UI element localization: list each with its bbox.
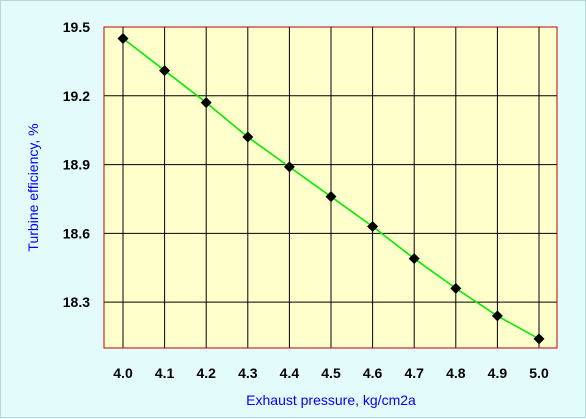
x-tick-label: 4.0 — [113, 365, 133, 381]
data-point — [367, 220, 379, 232]
data-point — [159, 65, 171, 77]
data-point — [450, 282, 462, 294]
data-point — [408, 253, 420, 265]
x-tick-label: 4.1 — [155, 365, 175, 381]
x-tick-label: 4.6 — [363, 365, 383, 381]
x-tick-label: 4.4 — [280, 365, 300, 381]
y-tick-label: 18.3 — [63, 294, 90, 310]
data-point — [533, 333, 545, 345]
y-tick-label: 18.9 — [63, 157, 90, 173]
y-tick-label: 19.2 — [63, 88, 90, 104]
data-point — [117, 32, 129, 44]
x-tick-label: 4.9 — [488, 365, 508, 381]
data-point — [283, 161, 295, 173]
x-axis-title: Exhaust pressure, kg/cm2a — [246, 392, 416, 408]
x-tick-label: 4.7 — [404, 365, 424, 381]
data-point — [200, 97, 212, 109]
x-tick-label: 5.0 — [529, 365, 549, 381]
plot-frame — [103, 26, 558, 349]
data-point — [325, 191, 337, 203]
data-point — [242, 131, 254, 143]
x-tick-label: 4.3 — [238, 365, 258, 381]
y-tick-label: 18.6 — [63, 225, 90, 241]
y-tick-label: 19.5 — [63, 19, 90, 35]
x-tick-label: 4.5 — [321, 365, 341, 381]
x-axis-ticks: 4.0 4.1 4.2 4.3 4.4 4.5 4.6 4.7 4.8 4.9 5.0 — [113, 365, 549, 381]
y-axis-title: Turbine efficiency, % — [25, 123, 41, 251]
series-layer — [117, 32, 545, 345]
y-axis-ticks: 18.3 18.6 18.9 19.2 19.5 — [63, 19, 90, 310]
x-tick-label: 4.8 — [446, 365, 466, 381]
x-tick-label: 4.2 — [196, 365, 216, 381]
data-point — [491, 310, 503, 322]
